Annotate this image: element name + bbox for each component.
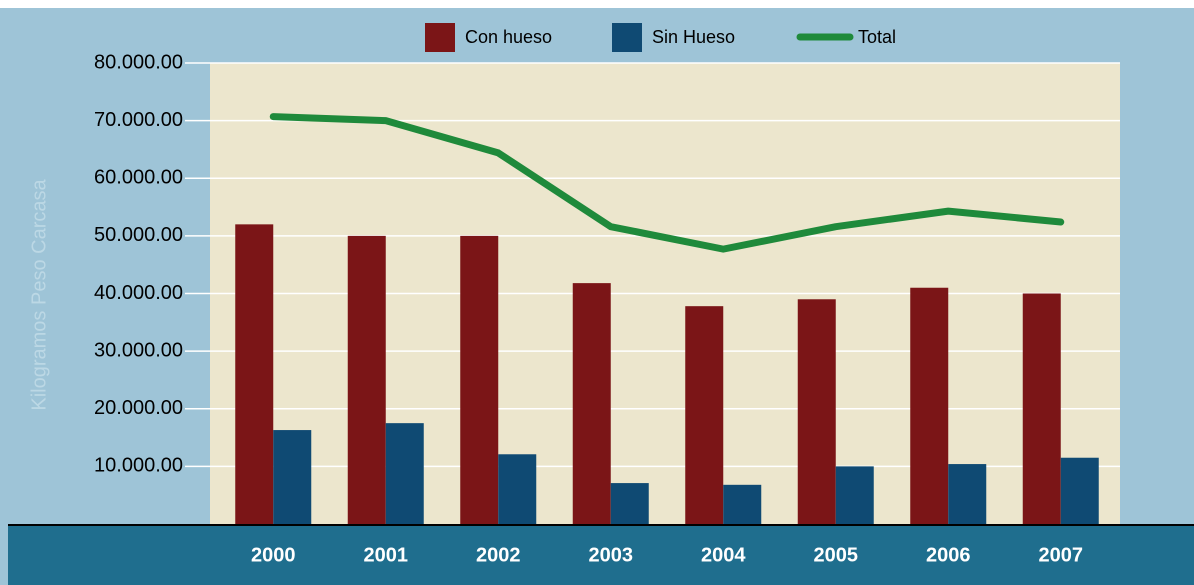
bar	[948, 464, 987, 524]
y-tick-label: 20.000.00	[94, 397, 183, 419]
x-tick-label: 2002	[476, 544, 521, 566]
legend-label: Con hueso	[465, 27, 552, 47]
bar	[385, 423, 424, 524]
bar	[572, 283, 611, 524]
y-tick-label: 50.000.00	[94, 224, 183, 246]
bar	[1060, 457, 1099, 524]
legend-swatch	[612, 23, 642, 52]
bar	[723, 484, 762, 524]
bar	[835, 466, 874, 524]
y-tick-label: 30.000.00	[94, 339, 183, 361]
bar	[235, 224, 274, 524]
x-tick-label: 2004	[701, 544, 746, 566]
x-tick-label: 2005	[814, 544, 859, 566]
bar	[1022, 293, 1061, 524]
bar	[797, 299, 836, 524]
bar	[460, 235, 499, 524]
x-tick-label: 2003	[589, 544, 634, 566]
plot: 10.000.00 20.000.00 30.000.00 40.000.00 50.0…	[94, 51, 1120, 566]
bar	[610, 483, 649, 524]
y-tick-label: 80.000.00	[94, 51, 183, 73]
legend-swatch	[425, 23, 455, 52]
legend-label: Sin Hueso	[652, 27, 735, 47]
y-tick-label: 10.000.00	[94, 455, 183, 477]
y-axis-title: Kilogramos Peso Carcasa	[28, 179, 50, 411]
bar	[498, 454, 537, 524]
y-tick-label: 40.000.00	[94, 282, 183, 304]
bar	[910, 287, 949, 524]
y-tick-label: 60.000.00	[94, 167, 183, 189]
line	[269, 113, 1065, 253]
x-tick-label: 2007	[1039, 544, 1084, 566]
y-tick-label: 70.000.00	[94, 109, 183, 131]
category-band	[8, 526, 1194, 585]
top-strip	[0, 0, 1194, 8]
bar	[347, 235, 386, 524]
x-tick-label: 2006	[926, 544, 971, 566]
legend-label: Total	[858, 27, 896, 47]
x-tick-label: 2001	[364, 544, 409, 566]
bar	[685, 306, 724, 524]
bar	[273, 430, 312, 524]
x-tick-label: 2000	[251, 544, 296, 566]
